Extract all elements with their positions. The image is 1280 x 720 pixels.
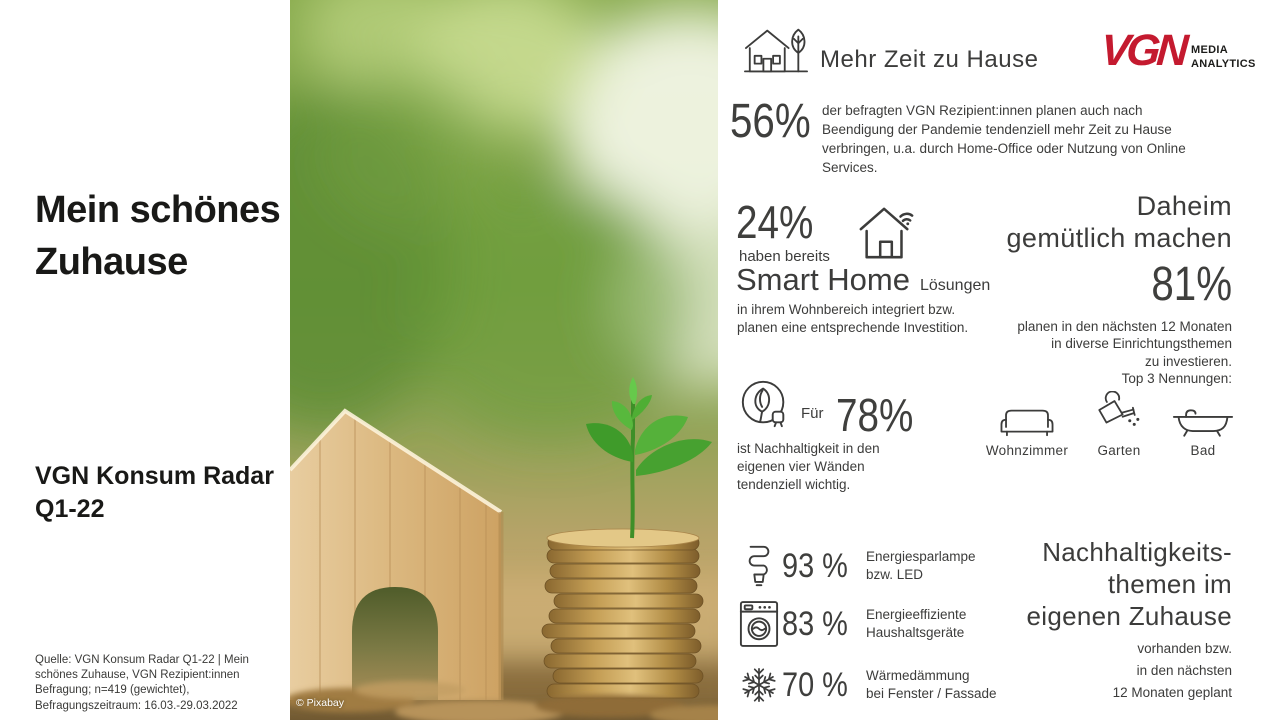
house-with-tree-icon: [743, 26, 809, 81]
bathtub-icon: [1172, 390, 1234, 438]
vgn-logo: VGN: [1099, 26, 1187, 75]
photo-credit: © Pixabay: [296, 697, 345, 709]
summary-sub-lines: vorhanden bzw. in den nächsten 12 Monate…: [1112, 640, 1232, 700]
home-photo: [195, 0, 820, 720]
stat-93-label: Energiesparlampe bzw. LED: [866, 549, 976, 582]
stat-70-label: Wärmedämmung bei Fenster / Fassade: [866, 668, 997, 701]
top3-label: Bad: [1190, 443, 1216, 458]
top3-item-bad: Bad: [1161, 390, 1245, 458]
smart-home-highlight: Smart Home Lösungen: [736, 262, 990, 298]
stat-24-lead: haben bereits: [739, 248, 830, 265]
sustainability-row-appliances: 83 % Energieeffiziente Haushaltsgeräte: [736, 599, 966, 649]
top3-label: Garten: [1097, 443, 1141, 458]
stat-81-text: planen in den nächsten 12 Monaten in div…: [1017, 318, 1232, 386]
logo-analytics-line: ANALYTICS: [1191, 57, 1256, 70]
coin-stack: [541, 528, 704, 699]
logo-media-line: MEDIA: [1191, 44, 1228, 56]
wooden-house-shape: [288, 408, 504, 700]
eco-plug-icon: [738, 377, 792, 436]
sustainability-row-bulb: 93 % Energiesparlampe bzw. LED: [736, 541, 976, 591]
energy-saving-bulb-icon: [736, 543, 782, 589]
stat-83-label: Energieeffiziente Haushaltsgeräte: [866, 607, 967, 640]
sprout-plant: [586, 377, 712, 539]
stat-24-text: in ihrem Wohnbereich integriert bzw. pla…: [737, 302, 969, 335]
stat-93-value: 93 %: [782, 547, 848, 585]
smart-home-label: Smart Home: [736, 262, 910, 297]
stat-56-value: 56%: [730, 95, 811, 148]
vgn-logo-subtext: MEDIA ANALYTICS: [1191, 44, 1256, 72]
snowflake-icon: [736, 666, 782, 704]
page-title: Mein schönes Zuhause: [35, 189, 281, 283]
sustainability-summary-block: Nachhaltigkeits- themen im eigenen Zuhau…: [1000, 537, 1232, 703]
stat-70-value: 70 %: [782, 666, 848, 704]
sustainability-row-insulation: 70 % Wärmedämmung bei Fenster / Fassade: [736, 663, 997, 707]
smart-home-icon: [856, 202, 916, 269]
washing-machine-icon: [736, 600, 782, 648]
cozy-heading-line2: gemütlich machen: [1006, 223, 1232, 254]
stat-78-text: ist Nachhaltigkeit in den eigenen vier W…: [737, 441, 880, 492]
stat-56-text: der befragten VGN Rezipient:innen planen…: [822, 103, 1186, 176]
home-photo-illustration: [195, 0, 820, 720]
stat-83-value: 83 %: [782, 605, 848, 643]
cozy-home-block: Daheim gemütlich machen 81% planen in de…: [940, 190, 1232, 387]
stat-81-value: 81%: [1151, 257, 1232, 311]
top3-item-garten: Garten: [1077, 390, 1161, 458]
stat-24-value: 24%: [736, 196, 814, 248]
section-title-more-time: Mehr Zeit zu Hause: [820, 46, 1039, 73]
stat-78-prefix: Für: [801, 405, 824, 422]
cozy-heading-line1: Daheim: [1136, 191, 1232, 221]
sofa-icon: [998, 390, 1056, 438]
smart-home-suffix: Lösungen: [919, 277, 991, 294]
source-note: Quelle: VGN Konsum Radar Q1-22 | Mein sc…: [35, 654, 249, 712]
watering-can-icon: [1093, 390, 1145, 438]
top3-item-wohnzimmer: Wohnzimmer: [975, 390, 1079, 458]
stat-78-value: 78%: [836, 389, 914, 441]
top3-label: Wohnzimmer: [985, 443, 1069, 458]
report-subtitle: VGN Konsum Radar Q1-22: [35, 462, 274, 523]
